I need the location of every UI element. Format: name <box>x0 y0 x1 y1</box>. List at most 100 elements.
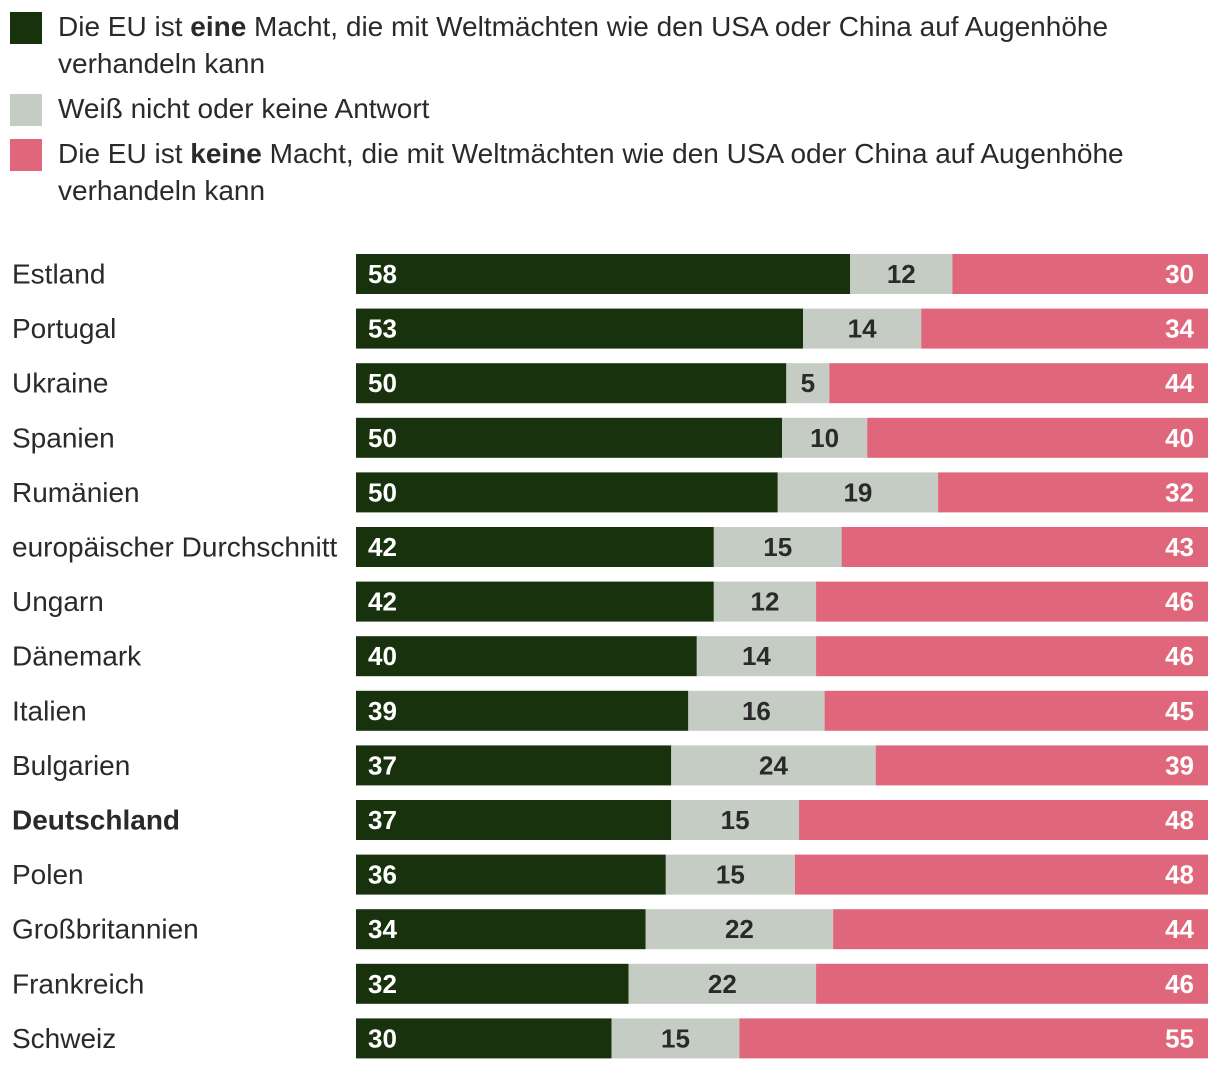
row-label-estland: Estland <box>12 259 105 290</box>
legend-text-pre: Die EU ist <box>58 11 191 42</box>
legend-text-pre: Weiß nicht oder keine Antwort <box>58 93 430 124</box>
data-label-portugal-1: 14 <box>848 314 877 344</box>
bar-segment-bulgarien-0 <box>356 745 672 786</box>
data-label-italien-0: 39 <box>368 696 397 726</box>
bar-segment-großbritannien-2 <box>833 909 1208 950</box>
bar-segment-estland-1 <box>850 254 953 294</box>
bar-segment-großbritannien-1 <box>645 909 834 950</box>
legend-item-weiss-nicht: Weiß nicht oder keine Antwort <box>10 90 1210 127</box>
bar-segment-estland-2 <box>952 254 1208 294</box>
data-label-bulgarien-0: 37 <box>368 750 397 780</box>
data-label-europäischer-durchschnitt-2: 43 <box>1165 532 1194 562</box>
bar-segment-italien-2 <box>824 690 1208 731</box>
bar-segment-europäischer-durchschnitt-0 <box>356 527 714 567</box>
bar-segment-rumänien-0 <box>356 472 778 513</box>
data-label-rumänien-2: 32 <box>1165 477 1194 507</box>
row-label-ukraine: Ukraine <box>12 368 108 399</box>
data-label-polen-1: 15 <box>716 860 745 890</box>
data-label-bulgarien-2: 39 <box>1165 750 1194 780</box>
legend-text-post: Macht, die mit Weltmächten wie den USA o… <box>58 138 1124 206</box>
bar-segment-polen-1 <box>665 854 795 895</box>
data-label-italien-1: 16 <box>742 696 771 726</box>
bar-segment-spanien-0 <box>356 417 782 458</box>
bar-segment-ukraine-1 <box>786 363 830 404</box>
data-label-rumänien-0: 50 <box>368 477 397 507</box>
legend-text-pre: Die EU ist <box>58 138 191 169</box>
bar-segment-schweiz-0 <box>356 1018 612 1059</box>
row-label-europäischer-durchschnitt: europäischer Durchschnitt <box>12 532 337 563</box>
legend-text-bold: eine <box>190 11 247 42</box>
bar-segment-deutschland-1 <box>671 800 800 840</box>
data-label-rumänien-1: 19 <box>843 477 872 507</box>
bar-segment-dänemark-2 <box>816 636 1208 677</box>
data-label-portugal-0: 53 <box>368 314 397 344</box>
legend-item-eine-macht: Die EU ist eine Macht, die mit Weltmächt… <box>10 8 1210 82</box>
legend: Die EU ist eine Macht, die mit Weltmächt… <box>10 8 1210 217</box>
data-label-polen-0: 36 <box>368 860 397 890</box>
data-label-deutschland-0: 37 <box>368 805 397 835</box>
bar-segment-spanien-2 <box>867 417 1208 458</box>
row-label-großbritannien: Großbritannien <box>12 914 199 945</box>
data-label-estland-2: 30 <box>1165 259 1194 289</box>
bar-segment-portugal-1 <box>803 308 922 349</box>
data-label-deutschland-2: 48 <box>1165 805 1194 835</box>
data-label-frankreich-0: 32 <box>368 969 397 999</box>
data-label-ukraine-1: 5 <box>801 368 815 398</box>
bar-segment-großbritannien-0 <box>356 909 646 950</box>
row-label-portugal: Portugal <box>12 313 116 344</box>
data-label-frankreich-2: 46 <box>1165 969 1194 999</box>
data-label-ungarn-1: 12 <box>750 587 779 617</box>
data-label-spanien-1: 10 <box>810 423 839 453</box>
bar-segment-estland-0 <box>356 254 851 294</box>
data-label-europäischer-durchschnitt-1: 15 <box>763 532 792 562</box>
data-label-polen-2: 48 <box>1165 860 1194 890</box>
bar-segment-frankreich-1 <box>628 963 817 1004</box>
data-label-dänemark-2: 46 <box>1165 641 1194 671</box>
bar-segment-portugal-2 <box>921 308 1208 349</box>
bar-segment-frankreich-2 <box>816 963 1208 1004</box>
legend-text-post: Macht, die mit Weltmächten wie den USA o… <box>58 11 1109 79</box>
data-label-dänemark-0: 40 <box>368 641 397 671</box>
row-label-schweiz: Schweiz <box>12 1023 116 1054</box>
bar-segment-europäischer-durchschnitt-1 <box>713 527 842 567</box>
bar-segment-portugal-0 <box>356 308 804 349</box>
legend-swatch-keine-macht <box>10 139 42 171</box>
bar-segment-ukraine-0 <box>356 363 787 404</box>
data-label-ungarn-2: 46 <box>1165 587 1194 617</box>
data-label-schweiz-1: 15 <box>661 1023 690 1053</box>
data-label-großbritannien-0: 34 <box>368 914 397 944</box>
data-label-schweiz-2: 55 <box>1165 1023 1194 1053</box>
bar-segment-deutschland-0 <box>356 800 672 840</box>
bar-segment-ungarn-2 <box>816 581 1208 622</box>
bar-segment-ukraine-2 <box>829 363 1208 404</box>
row-label-rumänien: Rumänien <box>12 477 140 508</box>
row-label-frankreich: Frankreich <box>12 968 144 999</box>
data-label-ukraine-2: 44 <box>1165 368 1194 398</box>
row-label-italien: Italien <box>12 695 87 726</box>
bar-segment-bulgarien-1 <box>671 745 876 786</box>
row-label-bulgarien: Bulgarien <box>12 750 130 781</box>
row-label-dänemark: Dänemark <box>12 641 142 672</box>
bar-segment-dänemark-1 <box>696 636 817 677</box>
data-label-estland-1: 12 <box>887 259 916 289</box>
data-label-deutschland-1: 15 <box>721 805 750 835</box>
bar-segment-spanien-1 <box>782 417 868 458</box>
data-label-großbritannien-2: 44 <box>1165 914 1194 944</box>
data-label-europäischer-durchschnitt-0: 42 <box>368 532 397 562</box>
data-label-frankreich-1: 22 <box>708 969 737 999</box>
bar-segment-schweiz-1 <box>611 1018 740 1059</box>
legend-item-keine-macht: Die EU ist keine Macht, die mit Weltmäch… <box>10 135 1210 209</box>
bar-segment-europäischer-durchschnitt-2 <box>841 527 1208 567</box>
bar-segment-italien-1 <box>688 690 825 731</box>
bar-segment-polen-0 <box>356 854 666 895</box>
legend-swatch-eine-macht <box>10 12 42 44</box>
bar-segment-schweiz-2 <box>739 1018 1208 1059</box>
data-label-spanien-0: 50 <box>368 423 397 453</box>
row-label-polen: Polen <box>12 859 84 890</box>
data-label-ukraine-0: 50 <box>368 368 397 398</box>
data-label-portugal-2: 34 <box>1165 314 1194 344</box>
data-label-ungarn-0: 42 <box>368 587 397 617</box>
bar-segment-bulgarien-2 <box>875 745 1208 786</box>
bar-segment-dänemark-0 <box>356 636 697 677</box>
